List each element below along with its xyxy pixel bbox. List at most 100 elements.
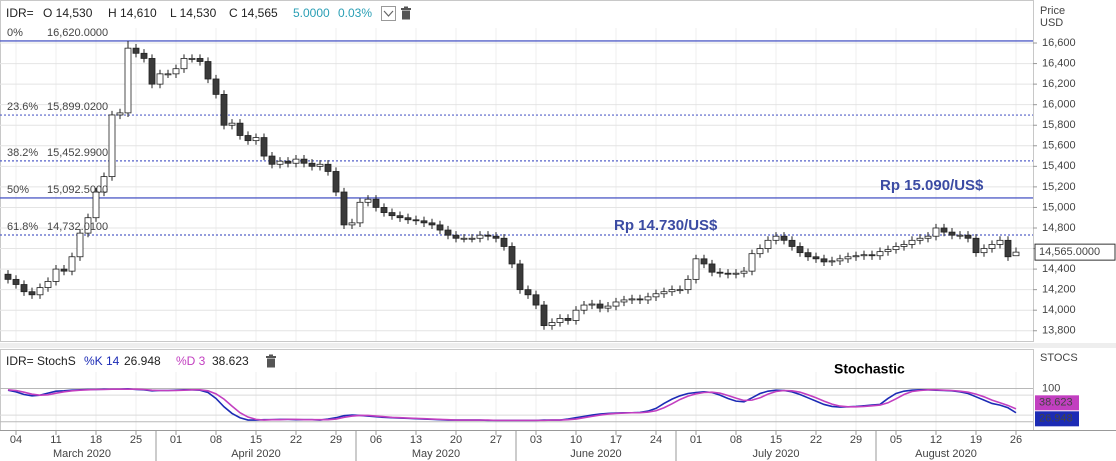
- y-tick-label: 15,800: [1042, 119, 1076, 131]
- candle-body: [20, 284, 28, 293]
- candle-body: [684, 278, 692, 291]
- candle-body: [980, 248, 988, 254]
- low-value: L 14,530: [170, 6, 217, 20]
- y-axis-title: USD: [1040, 17, 1063, 29]
- x-tick-label: 04: [10, 434, 22, 446]
- fib-percent: 23.6%: [7, 101, 38, 113]
- candle-body: [404, 217, 412, 221]
- candle-body: [604, 305, 612, 309]
- annotation: Rp 15.090/US$: [880, 177, 984, 194]
- x-tick-label: 05: [890, 434, 902, 446]
- candle-body: [308, 162, 316, 167]
- candle-body: [172, 68, 180, 75]
- month-label: May 2020: [412, 448, 460, 460]
- y-tick-label: 15,200: [1042, 181, 1076, 193]
- month-label: March 2020: [53, 448, 111, 460]
- candle-body: [220, 94, 228, 126]
- candle-body: [596, 303, 604, 309]
- y-tick-label: 14,000: [1042, 304, 1076, 316]
- stoch-annotation: Stochastic: [834, 361, 905, 377]
- candle-body: [388, 212, 396, 217]
- open-value: O 14,530: [43, 6, 93, 20]
- candle-body: [868, 254, 876, 257]
- x-tick-label: 22: [290, 434, 302, 446]
- candle-body: [756, 248, 764, 255]
- candle-body: [900, 244, 908, 247]
- candle-body: [340, 191, 348, 226]
- legend-k-value: 26.948: [124, 354, 161, 368]
- fib-percent: 0%: [7, 27, 23, 39]
- grid-layer: [0, 28, 1037, 461]
- delete-icon[interactable]: [266, 354, 276, 368]
- candle-body: [140, 52, 148, 59]
- candle-body: [332, 171, 340, 193]
- x-tick-label: 26: [1010, 434, 1022, 446]
- candle-body: [1012, 251, 1020, 257]
- candle-body: [460, 237, 468, 240]
- fib-price: 16,620.0000: [47, 27, 108, 39]
- candle-body: [396, 215, 404, 219]
- candle-body: [636, 298, 644, 301]
- y-tick-label: 14,400: [1042, 263, 1076, 275]
- x-tick-label: 13: [410, 434, 422, 446]
- candle-body: [620, 299, 628, 303]
- x-tick-label: 18: [90, 434, 102, 446]
- delete-icon[interactable]: [401, 6, 411, 20]
- candle-body: [836, 258, 844, 262]
- value-box-label: 26.948: [1039, 413, 1073, 425]
- x-tick-label: 03: [530, 434, 542, 446]
- x-tick-label: 08: [730, 434, 742, 446]
- x-tick-label: 29: [850, 434, 862, 446]
- candle-body: [292, 158, 300, 164]
- candle-body: [1004, 239, 1012, 258]
- change-percent: 0.03%: [338, 6, 372, 20]
- x-tick-label: 25: [130, 434, 142, 446]
- y-tick-label: 14,800: [1042, 222, 1076, 234]
- fib-percent: 61.8%: [7, 221, 38, 233]
- candle-body: [812, 256, 820, 260]
- candle-body: [412, 219, 420, 222]
- last-price-label: 14,565.0000: [1039, 246, 1100, 258]
- y-tick-label: 16,000: [1042, 99, 1076, 111]
- candle-body: [860, 254, 868, 257]
- x-tick-label: 01: [170, 434, 182, 446]
- candle-body: [532, 294, 540, 306]
- candle-body: [708, 263, 716, 273]
- y-tick-label: 16,200: [1042, 78, 1076, 90]
- stoch-axis-title: STOCS: [1040, 352, 1078, 364]
- x-tick-label: 15: [770, 434, 782, 446]
- y-tick-label: 15,400: [1042, 160, 1076, 172]
- fib-percent: 38.2%: [7, 147, 38, 159]
- x-tick-label: 29: [330, 434, 342, 446]
- y-tick-label: 15,600: [1042, 140, 1076, 152]
- candle-body: [844, 256, 852, 260]
- candle-body: [36, 287, 44, 296]
- annotation: Rp 14.730/US$: [614, 217, 718, 234]
- candle-body: [772, 235, 780, 241]
- candle-body: [580, 304, 588, 311]
- candle-body: [940, 227, 948, 233]
- y-tick-label: 100: [1042, 382, 1060, 394]
- candle-body: [420, 220, 428, 224]
- candle-body: [788, 239, 796, 247]
- candle-body: [204, 61, 212, 80]
- candle-body: [132, 47, 140, 54]
- value-box-label: 38.623: [1039, 397, 1073, 409]
- legend-d-value: 38.623: [212, 354, 249, 368]
- candle-body: [676, 289, 684, 292]
- candle-body: [644, 296, 652, 301]
- close-value: C 14,565: [229, 6, 278, 20]
- x-tick-label: 27: [490, 434, 502, 446]
- candle-body: [988, 244, 996, 249]
- y-axis-title: Price: [1040, 5, 1065, 17]
- candle-body: [732, 272, 740, 275]
- x-tick-label: 10: [570, 434, 582, 446]
- change-value: 5.0000: [293, 6, 330, 20]
- dropdown-button[interactable]: [381, 6, 396, 21]
- candle-body: [916, 237, 924, 241]
- candle-body: [724, 272, 732, 275]
- candle-body: [932, 227, 940, 237]
- candle-body: [452, 234, 460, 239]
- candle-body: [692, 258, 700, 280]
